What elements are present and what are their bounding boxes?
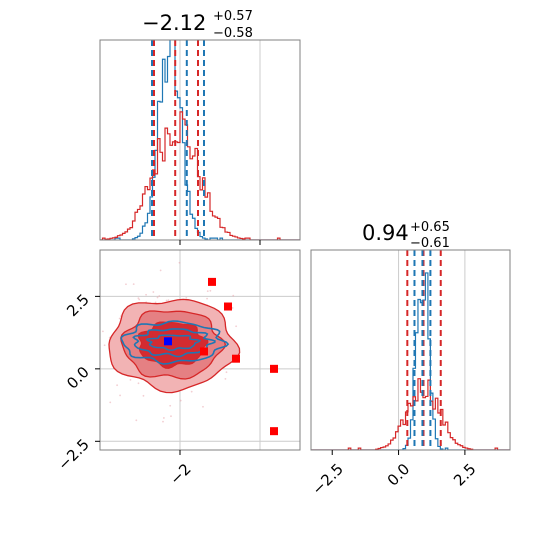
scatter-y-tick-label: 0.0 [63,363,93,393]
hist-x-plot-area [100,40,300,240]
red-square-marker-4 [270,364,278,373]
hist-x-title: −2.12 +0.57 −0.58 [142,9,253,41]
red-square-marker-2 [200,347,208,356]
scatter-sample-point [179,399,182,402]
hist-y-series-blue-step-line [311,272,510,450]
scatter-sample-point [118,317,121,320]
hist-x-title-sup: +0.57 [213,9,253,24]
scatter-sample-point [116,384,119,387]
scatter-sample-point [137,297,140,300]
scatter-sample-point [154,301,157,304]
scatter-sample-point [135,419,138,422]
hist-x-frame [99,39,301,241]
red-square-marker-5 [270,427,278,436]
scatter-panel: −2 −2.5 0.0 2.5 [54,249,301,488]
scatter-sample-point [103,344,106,347]
scatter-sample-point [232,294,235,297]
scatter-sample-point [190,390,193,393]
scatter-sample-point [169,404,172,407]
scatter-sample-point [209,289,212,292]
scatter-sample-point [142,394,145,397]
scatter-sample-point [162,417,165,419]
red-square-marker-1 [224,302,232,311]
blue-square-marker [164,337,172,346]
scatter-sample-point [202,405,204,408]
hist-y-title: 0.94 +0.65 −0.61 [362,220,450,251]
scatter-y-tick-label: −2.5 [54,435,92,473]
blue-contour-middle [132,328,216,358]
scatter-sample-point [224,377,227,380]
hist-x-series-red-step-line [100,111,300,240]
scatter-plot-area [101,261,278,436]
hist-y-tick-label: 0.0 [384,460,414,490]
scatter-sample-point [206,290,209,293]
scatter-sample-point [165,299,168,302]
hist-y-gridlines [398,250,466,450]
scatter-sample-point [109,401,112,404]
scatter-sample-point [129,378,132,381]
hist-y-ticks: −2.5 0.0 2.5 [308,450,480,499]
scatter-sample-point [156,296,159,299]
scatter-y-tick-label: 2.5 [63,290,93,320]
scatter-x-tick-label: −2 [166,460,194,488]
scatter-sample-point [158,295,161,297]
scatter-sample-point [132,283,135,286]
scatter-frame [99,249,301,451]
hist-y-frame [310,249,511,451]
hist-y-tick-label: −2.5 [308,460,346,498]
blue-contour-outer [120,320,230,365]
scatter-sample-point [152,291,155,293]
scatter-sample-point [137,382,140,385]
red-square-marker-0 [208,277,216,286]
hist-x-background [100,40,300,240]
hist-x-ticks [179,240,261,245]
scatter-sample-point [170,415,172,418]
scatter-sample-point [145,293,147,296]
hist-y-title-value: 0.94 [362,221,409,245]
scatter-sample-point [138,298,141,301]
scatter-sample-point [159,269,162,272]
hist-y-background [311,250,510,450]
scatter-sample-point [185,297,188,299]
scatter-sample-point [225,371,228,374]
scatter-sample-point [235,325,238,328]
scatter-sample-point [231,307,234,309]
red-contour-inner [137,321,209,369]
blue-contour-inner [145,334,202,352]
hist-y-title-sub: −0.61 [410,236,450,251]
red-square-marker-3 [232,354,240,363]
hist-y-tick-label: 2.5 [450,460,480,490]
scatter-sample-point [167,299,170,302]
hist-x-panel [99,39,301,245]
hist-y-panel: −2.5 0.0 2.5 [308,249,511,499]
hist-y-plot-area [311,250,510,450]
scatter-sample-point [119,394,121,397]
hist-y-title-sup: +0.65 [410,220,450,235]
scatter-sample-point [162,420,164,423]
hist-x-title-sub: −0.58 [213,26,253,41]
scatter-sample-point [206,297,208,300]
scatter-sample-point [178,261,181,264]
scatter-sample-point [125,283,127,286]
hist-x-title-value: −2.12 [142,11,206,35]
scatter-sample-point [101,330,104,333]
